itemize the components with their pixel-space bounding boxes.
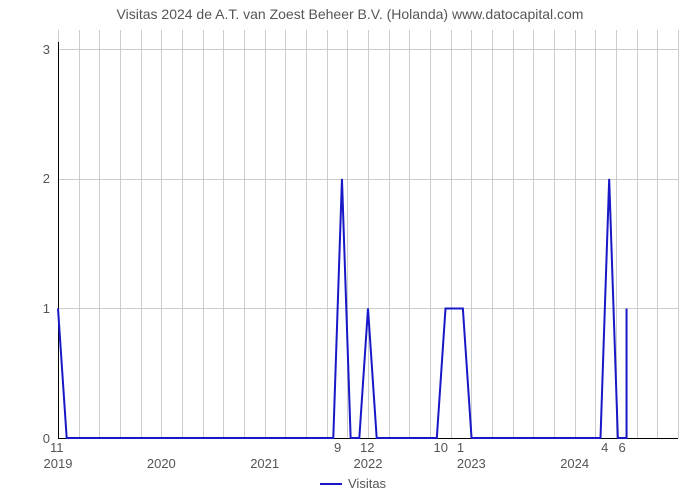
visits-line xyxy=(58,179,627,438)
data-label: 1 xyxy=(457,440,464,455)
data-label: 4 xyxy=(601,440,608,455)
data-label: 9 xyxy=(334,440,341,455)
data-label: 12 xyxy=(360,440,374,455)
data-label: 11 xyxy=(50,440,64,455)
data-label: 6 xyxy=(619,440,626,455)
series-svg xyxy=(0,0,700,500)
data-label: 10 xyxy=(434,440,448,455)
